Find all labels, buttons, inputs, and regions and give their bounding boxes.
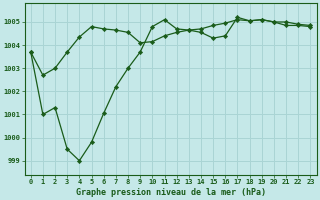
- X-axis label: Graphe pression niveau de la mer (hPa): Graphe pression niveau de la mer (hPa): [76, 188, 266, 197]
